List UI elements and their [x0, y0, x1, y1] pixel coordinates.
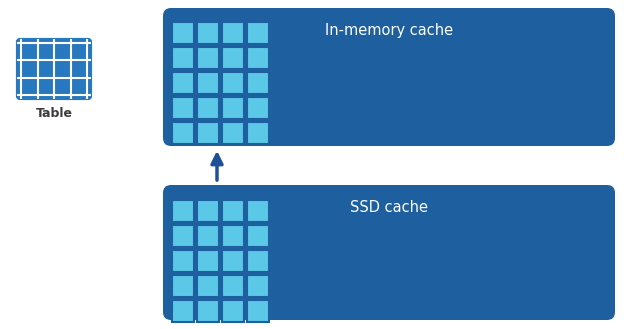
- Bar: [172, 97, 194, 119]
- Bar: [197, 225, 219, 247]
- Bar: [22, 79, 36, 94]
- Bar: [55, 61, 69, 77]
- Bar: [222, 275, 244, 297]
- Bar: [197, 97, 219, 119]
- Bar: [197, 122, 219, 144]
- Bar: [55, 44, 69, 59]
- FancyBboxPatch shape: [163, 185, 615, 320]
- Bar: [72, 79, 86, 94]
- Bar: [222, 122, 244, 144]
- Bar: [197, 275, 219, 297]
- Bar: [197, 72, 219, 94]
- Bar: [22, 44, 36, 59]
- Bar: [197, 300, 219, 322]
- Bar: [172, 250, 194, 272]
- Bar: [222, 97, 244, 119]
- Bar: [222, 225, 244, 247]
- Bar: [72, 61, 86, 77]
- Bar: [172, 22, 194, 44]
- Bar: [247, 122, 269, 144]
- Bar: [197, 200, 219, 222]
- Bar: [39, 79, 53, 94]
- Bar: [247, 47, 269, 69]
- Bar: [222, 22, 244, 44]
- Bar: [172, 200, 194, 222]
- Bar: [222, 300, 244, 322]
- FancyBboxPatch shape: [18, 40, 90, 98]
- Bar: [172, 275, 194, 297]
- Bar: [22, 61, 36, 77]
- Bar: [222, 250, 244, 272]
- Bar: [172, 300, 194, 322]
- Bar: [197, 250, 219, 272]
- Bar: [39, 61, 53, 77]
- Bar: [172, 72, 194, 94]
- Bar: [172, 47, 194, 69]
- Bar: [222, 72, 244, 94]
- Text: SSD cache: SSD cache: [350, 199, 428, 215]
- Bar: [197, 47, 219, 69]
- Text: In-memory cache: In-memory cache: [325, 22, 453, 38]
- Bar: [247, 275, 269, 297]
- Bar: [222, 200, 244, 222]
- Bar: [172, 225, 194, 247]
- Bar: [197, 22, 219, 44]
- Bar: [39, 44, 53, 59]
- Bar: [247, 250, 269, 272]
- Bar: [247, 97, 269, 119]
- Bar: [172, 122, 194, 144]
- Bar: [247, 72, 269, 94]
- Bar: [247, 300, 269, 322]
- Bar: [222, 47, 244, 69]
- Bar: [72, 44, 86, 59]
- Bar: [247, 200, 269, 222]
- Bar: [247, 22, 269, 44]
- Bar: [55, 79, 69, 94]
- FancyBboxPatch shape: [163, 8, 615, 146]
- Text: Table: Table: [36, 107, 72, 120]
- Bar: [247, 225, 269, 247]
